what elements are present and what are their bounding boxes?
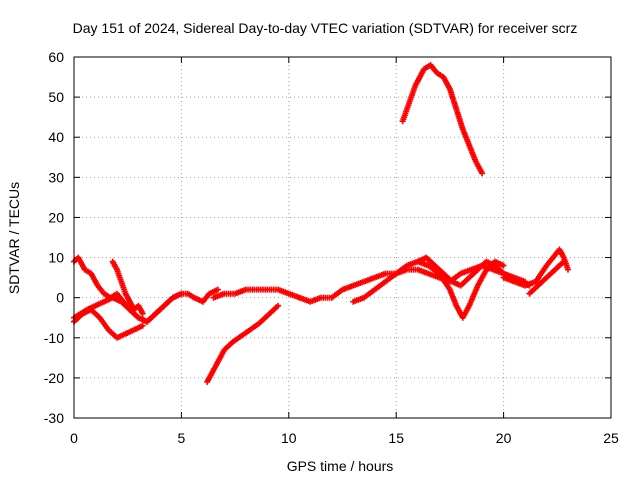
y-tick-label: 0 — [56, 290, 64, 306]
data-point — [500, 262, 507, 269]
y-tick-label: 60 — [48, 49, 64, 65]
data-series-arc-i — [399, 62, 486, 177]
data-series-arc-b — [71, 254, 185, 325]
y-tick-label: 50 — [48, 89, 64, 105]
tick-layer: 0 5 10 15 20 25 -30 -20 -10 0 10 20 30 40 50 60 — [44, 49, 619, 446]
x-tick-label: 5 — [178, 430, 186, 446]
y-tick-label: -20 — [44, 370, 64, 386]
data-series-arc-e — [204, 302, 282, 385]
plot-frame — [73, 56, 612, 419]
x-tick-label: 15 — [388, 430, 404, 446]
y-tick-label: 40 — [48, 129, 64, 145]
data-series-arc-h — [414, 258, 507, 321]
y-tick-label: -10 — [44, 330, 64, 346]
data-point — [275, 302, 282, 309]
data-point — [565, 266, 571, 273]
data-point — [214, 286, 221, 293]
y-tick-label: 30 — [48, 169, 64, 185]
data-point — [139, 310, 146, 317]
data-point — [560, 258, 567, 265]
data-point — [139, 322, 146, 329]
data-series-arc-k — [526, 258, 567, 297]
x-tick-label: 25 — [603, 430, 619, 446]
y-tick-label: 10 — [48, 250, 64, 266]
y-tick-label: 20 — [48, 209, 64, 225]
x-axis-label: GPS time / hours — [287, 458, 394, 474]
y-axis-label: SDTVAR / TECUs — [6, 182, 22, 294]
x-tick-label: 0 — [70, 430, 78, 446]
y-tick-label: -30 — [44, 410, 64, 426]
x-tick-label: 10 — [281, 430, 297, 446]
data-point — [178, 290, 185, 297]
data-point — [479, 170, 486, 177]
x-tick-label: 20 — [496, 430, 512, 446]
data-series-arc-d — [109, 258, 146, 317]
data-series-arc-c — [71, 306, 146, 341]
chart-title: Day 151 of 2024, Sidereal Day-to-day VTE… — [73, 20, 578, 36]
grid-layer — [74, 57, 611, 418]
series-layer — [71, 62, 571, 385]
